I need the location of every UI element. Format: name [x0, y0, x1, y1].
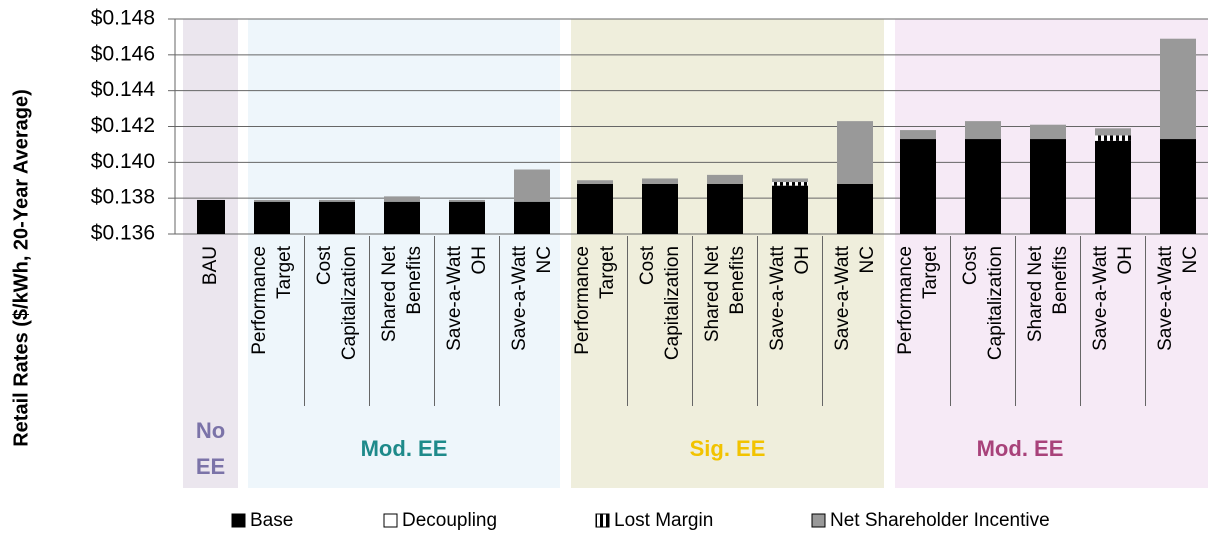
legend-label: Net Shareholder Incentive — [830, 510, 1050, 531]
bar-segment — [449, 201, 485, 234]
x-tick-label: Shared Net — [1025, 245, 1046, 342]
bar-segment — [197, 199, 225, 234]
bar-segment — [449, 199, 485, 202]
group-label: Mod. EE — [977, 436, 1064, 461]
bar-segment — [1095, 140, 1131, 234]
x-tick-label: OH — [1115, 246, 1136, 275]
bar-segment — [837, 121, 873, 184]
legend-swatch — [231, 513, 246, 528]
bar-segment — [707, 174, 743, 184]
y-axis-title: Retail Rates ($/kWh, 20-Year Average) — [10, 89, 32, 447]
y-tick-label: $0.142 — [91, 114, 155, 137]
bar-segment — [384, 196, 420, 202]
bar-segment — [965, 121, 1001, 140]
bar-segment — [772, 182, 808, 186]
bar-segment — [965, 139, 1001, 234]
bar-segment — [1030, 124, 1066, 140]
x-tick-label: Capitalization — [985, 246, 1006, 360]
legend-swatch — [383, 513, 398, 528]
legend-label: Base — [250, 510, 293, 531]
x-tick-label: NC — [1180, 246, 1201, 273]
bar-segment — [900, 139, 936, 234]
bar-segment — [254, 199, 290, 202]
x-tick-label: Target — [597, 245, 618, 299]
bar-segment — [900, 130, 936, 140]
legend-label: Lost Margin — [614, 510, 713, 531]
x-tick-label: Target — [920, 245, 941, 299]
legend-swatch — [595, 513, 610, 528]
x-tick-label: Performance — [249, 246, 270, 355]
y-tick-label: $0.140 — [91, 150, 155, 173]
bar-segment — [514, 169, 550, 202]
bar-segment — [577, 183, 613, 234]
x-tick-label: Shared Net — [379, 245, 400, 342]
bar-segment — [1095, 135, 1131, 141]
y-tick-label: $0.148 — [91, 7, 155, 30]
x-tick-label: Save-a-Watt — [509, 245, 530, 351]
legend-swatch — [811, 513, 826, 528]
group-label: Mod. EE — [361, 436, 448, 461]
bar-segment — [1160, 139, 1196, 234]
x-tick-label: Benefits — [404, 246, 425, 315]
group-panel — [895, 19, 1208, 488]
x-tick-label: Cost — [637, 245, 658, 285]
group-panel — [183, 19, 238, 488]
x-tick-label: Performance — [895, 246, 916, 355]
legend-label: Decoupling — [402, 510, 497, 531]
y-tick-label: $0.146 — [91, 42, 155, 65]
bar-segment — [772, 178, 808, 183]
group-label: Sig. EE — [690, 436, 766, 461]
bar-segment — [642, 178, 678, 184]
bar-segment — [1030, 139, 1066, 234]
bar-segment — [707, 183, 743, 234]
x-tick-label: Save-a-Watt — [832, 245, 853, 351]
y-tick-label: $0.136 — [91, 222, 155, 245]
x-tick-label: Cost — [960, 245, 981, 285]
x-tick-label: NC — [534, 246, 555, 273]
bar-segment — [772, 185, 808, 234]
x-tick-label: OH — [469, 246, 490, 275]
x-tick-label: Cost — [314, 245, 335, 285]
bar-segment — [514, 201, 550, 234]
bar-segment — [1160, 38, 1196, 140]
x-tick-label: Benefits — [727, 246, 748, 315]
bar-segment — [642, 183, 678, 234]
x-tick-label: Capitalization — [662, 246, 683, 360]
x-tick-label: BAU — [200, 246, 221, 285]
x-tick-label: Shared Net — [702, 245, 723, 342]
x-tick-label: Save-a-Watt — [444, 245, 465, 351]
bar-segment — [319, 199, 355, 202]
y-tick-label: $0.138 — [91, 186, 155, 209]
bar-segment — [319, 201, 355, 234]
x-tick-label: NC — [857, 246, 878, 273]
bar-segment — [254, 201, 290, 234]
x-tick-label: Save-a-Watt — [1155, 245, 1176, 351]
group-label: No — [196, 418, 225, 443]
group-panel — [571, 19, 884, 488]
x-tick-label: Save-a-Watt — [1090, 245, 1111, 351]
bar-segment — [384, 201, 420, 234]
bar-segment — [577, 180, 613, 184]
group-panel — [248, 19, 560, 488]
x-tick-label: Capitalization — [339, 246, 360, 360]
bar-segment — [1095, 128, 1131, 136]
bar-segment — [837, 183, 873, 234]
x-tick-label: Benefits — [1050, 246, 1071, 315]
x-tick-label: Target — [274, 245, 295, 299]
x-tick-label: OH — [792, 246, 813, 275]
x-tick-label: Performance — [572, 246, 593, 355]
x-tick-label: Save-a-Watt — [767, 245, 788, 351]
y-tick-label: $0.144 — [91, 78, 156, 101]
group-label: EE — [196, 454, 225, 479]
